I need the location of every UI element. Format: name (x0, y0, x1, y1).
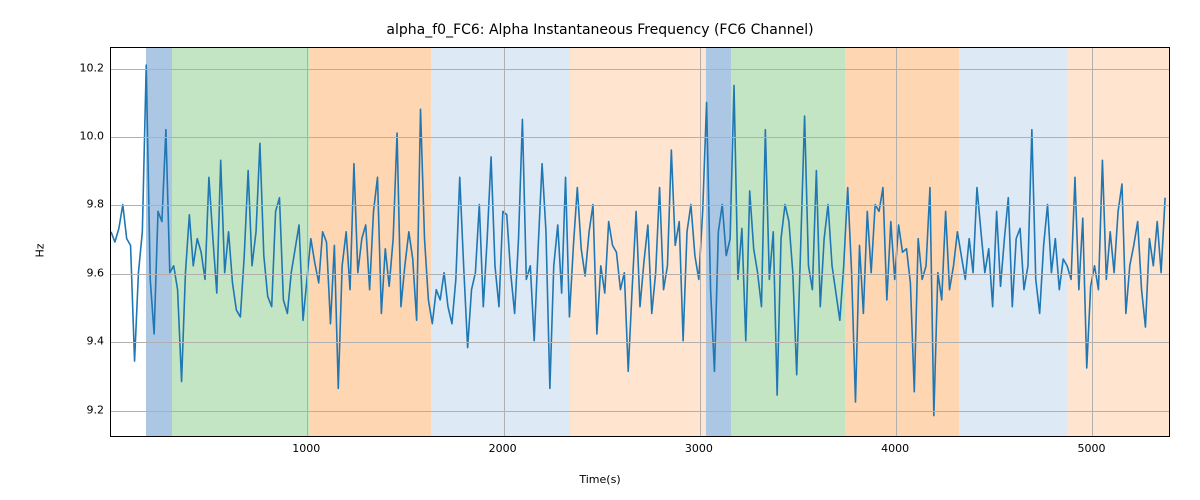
y-tick-label: 9.8 (44, 198, 104, 211)
x-tick-label: 3000 (685, 442, 713, 455)
x-axis-label: Time(s) (0, 473, 1200, 486)
gridline-horizontal (111, 342, 1169, 343)
gridline-horizontal (111, 137, 1169, 138)
gridline-vertical (504, 48, 505, 436)
x-tick-label: 4000 (881, 442, 909, 455)
gridline-vertical (307, 48, 308, 436)
gridline-horizontal (111, 69, 1169, 70)
chart-figure: alpha_f0_FC6: Alpha Instantaneous Freque… (0, 0, 1200, 500)
data-line (111, 65, 1165, 416)
gridline-horizontal (111, 205, 1169, 206)
gridline-vertical (700, 48, 701, 436)
x-tick-label: 1000 (292, 442, 320, 455)
y-tick-label: 9.2 (44, 403, 104, 416)
gridline-vertical (1092, 48, 1093, 436)
y-tick-label: 10.2 (44, 61, 104, 74)
x-tick-label: 2000 (489, 442, 517, 455)
line-series (111, 48, 1169, 436)
chart-title: alpha_f0_FC6: Alpha Instantaneous Freque… (0, 22, 1200, 38)
plot-area (110, 47, 1170, 437)
gridline-horizontal (111, 411, 1169, 412)
y-tick-label: 9.4 (44, 335, 104, 348)
gridline-vertical (896, 48, 897, 436)
gridline-horizontal (111, 274, 1169, 275)
y-axis-label: Hz (30, 0, 50, 500)
x-tick-label: 5000 (1077, 442, 1105, 455)
y-tick-label: 9.6 (44, 266, 104, 279)
y-tick-label: 10.0 (44, 129, 104, 142)
